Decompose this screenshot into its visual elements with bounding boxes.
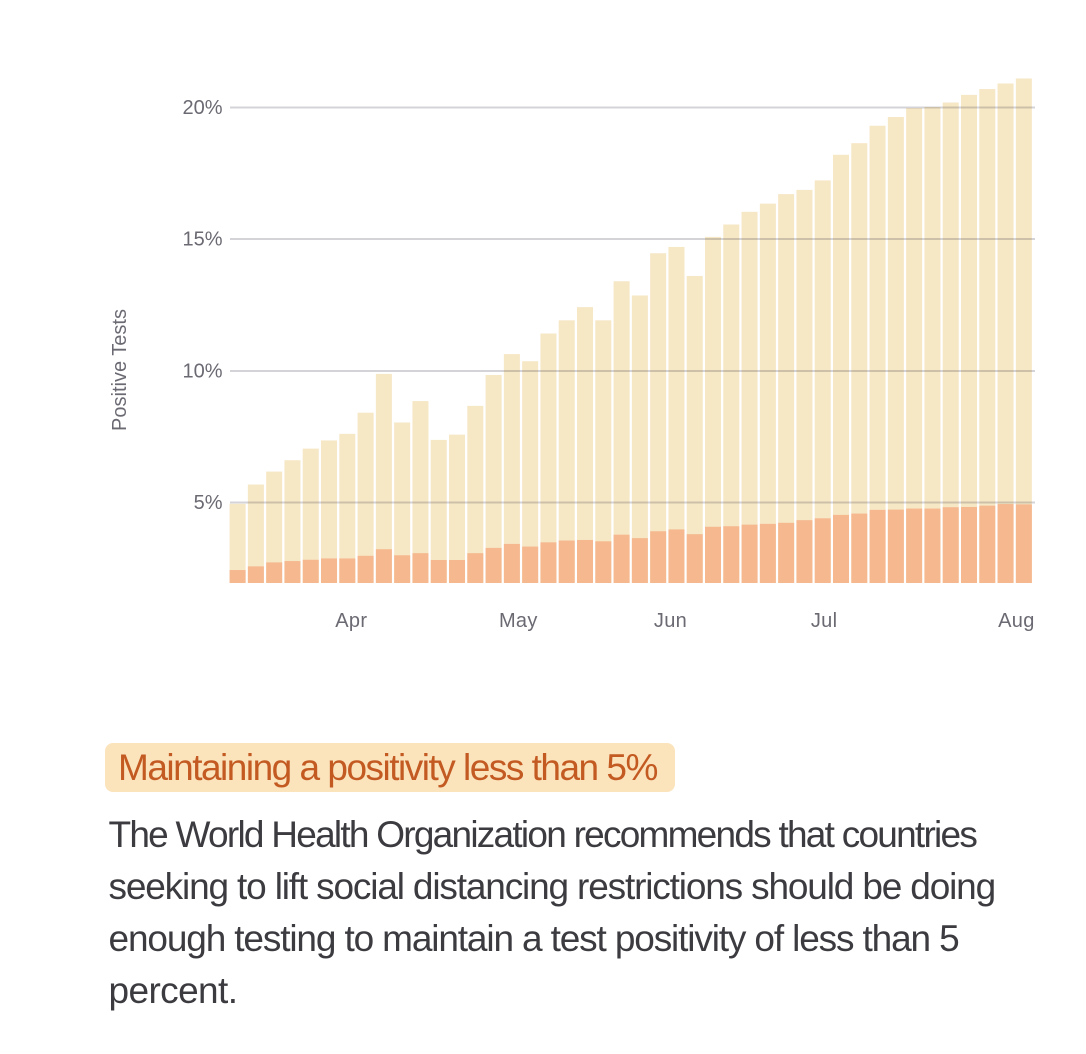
svg-text:Positive Tests: Positive Tests (109, 309, 131, 431)
svg-text:Jul: Jul (811, 610, 837, 632)
svg-text:15%: 15% (182, 228, 222, 250)
svg-text:Jun: Jun (654, 610, 687, 632)
svg-text:Apr: Apr (335, 610, 367, 632)
svg-text:5%: 5% (194, 492, 223, 514)
svg-text:20%: 20% (182, 97, 222, 119)
svg-text:May: May (499, 610, 538, 632)
svg-text:10%: 10% (182, 360, 222, 382)
svg-text:Aug: Aug (998, 610, 1035, 632)
